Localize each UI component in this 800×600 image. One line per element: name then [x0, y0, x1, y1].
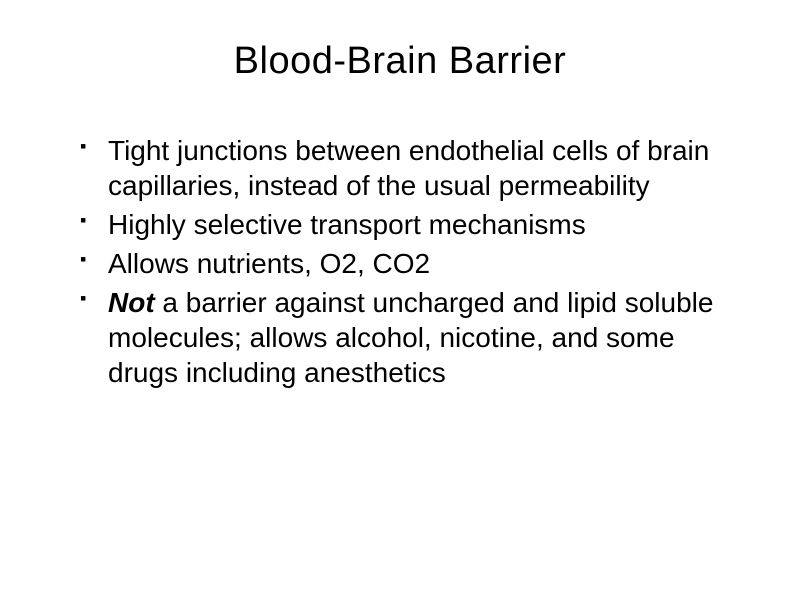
emphasized-word: Not	[108, 287, 155, 318]
slide: Blood-Brain Barrier Tight junctions betw…	[0, 0, 800, 600]
list-item-text: a barrier against uncharged and lipid so…	[108, 287, 713, 388]
list-item: Not a barrier against uncharged and lipi…	[80, 285, 740, 390]
bullet-list: Tight junctions between endothelial cell…	[80, 133, 740, 390]
slide-title: Blood-Brain Barrier	[60, 40, 740, 83]
list-item: Highly selective transport mechanisms	[80, 207, 740, 242]
list-item: Allows nutrients, O2, CO2	[80, 246, 740, 281]
list-item: Tight junctions between endothelial cell…	[80, 133, 740, 203]
